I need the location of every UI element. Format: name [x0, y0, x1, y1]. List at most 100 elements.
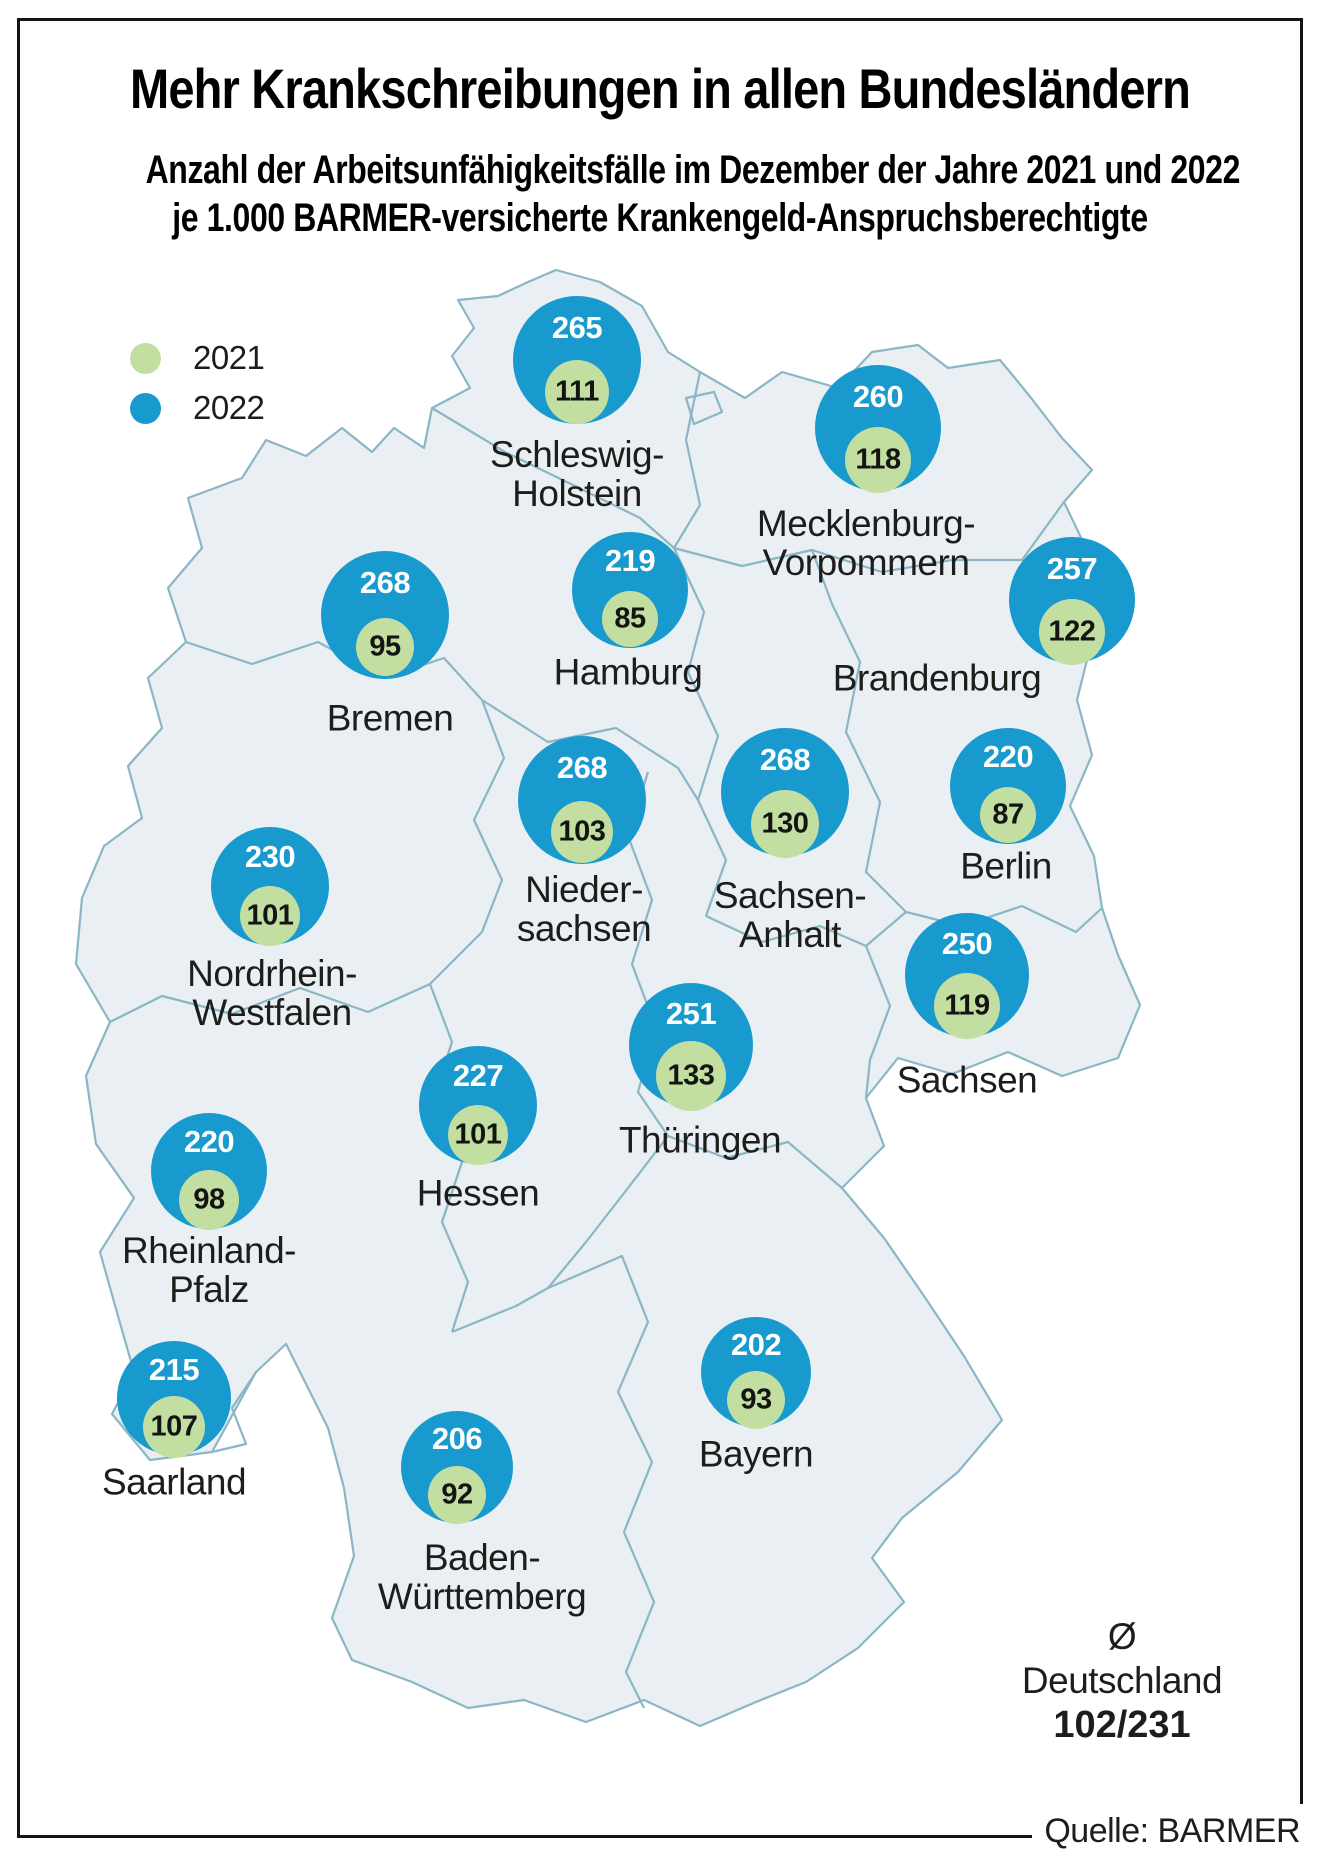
bubble-2021-sachsen-anhalt — [751, 790, 819, 858]
legend-dot-2021 — [130, 342, 161, 374]
bubble-2021-hessen — [448, 1105, 508, 1165]
label-mecklenburg-vorpommern: Mecklenburg- Vorpommern — [756, 503, 976, 583]
value-2021-saarland: 107 — [150, 1410, 198, 1443]
bubble-2021-mecklenburg-vorpommern — [845, 427, 911, 493]
legend-dot-2022 — [130, 392, 161, 424]
value-2022-berlin: 220 — [982, 739, 1034, 774]
label-line-sachsen-anhalt-0: Sachsen- — [713, 875, 867, 916]
label-line-sachsen-anhalt-1: Anhalt — [739, 914, 841, 955]
label-line-schleswig-holstein-1: Holstein — [512, 473, 642, 514]
label-bremen: Bremen — [327, 699, 454, 738]
frame-border-left — [17, 18, 20, 1838]
frame-border-bottom — [17, 1835, 1080, 1838]
label-saarland: Saarland — [101, 1461, 247, 1503]
value-2021-sachsen: 119 — [944, 989, 990, 1022]
label-line-niedersachsen-0: Nieder- — [525, 869, 643, 910]
label-nordrhein-westfalen: Nordrhein- Westfalen — [187, 954, 357, 1032]
label-line-rheinland-pfalz-1: Pfalz — [169, 1269, 249, 1310]
value-2022-baden-wuerttemberg: 206 — [431, 1421, 483, 1456]
page-subtitle: Anzahl der Arbeitsunfähigkeitsfälle im D… — [146, 146, 1241, 242]
label-niedersachsen: Nieder-sachsen — [516, 869, 652, 949]
label-line-baden-wuerttemberg-0: Baden- — [423, 1537, 541, 1578]
label-brandenburg: Brandenburg — [832, 657, 1042, 699]
bubble-2021-hamburg — [602, 591, 658, 647]
value-2021-nordrhein-westfalen: 101 — [246, 899, 294, 932]
legend-label-2021: 2021 — [193, 339, 265, 376]
value-2021-hessen: 101 — [454, 1118, 502, 1151]
value-2022-saarland: 215 — [148, 1352, 200, 1387]
subtitle-line-2: je 1.000 BARMER-versicherte Krankengeld-… — [172, 196, 1148, 240]
value-2021-bayern: 93 — [740, 1383, 772, 1416]
bubble-2021-sachsen — [934, 973, 1000, 1039]
label-line-hamburg-0: Hamburg — [553, 651, 703, 693]
value-2022-sachsen-anhalt: 268 — [759, 742, 811, 777]
state-border-st-th — [705, 911, 907, 948]
label-berlin: Berlin — [960, 847, 1052, 886]
label-schleswig-holstein: Schleswig- Holstein — [490, 435, 664, 513]
label-line-saarland-0: Saarland — [101, 1461, 247, 1503]
national-average-value: 102/231 — [1053, 1704, 1191, 1746]
value-2022-bremen: 268 — [359, 565, 411, 600]
bubble-2021-niedersachsen — [551, 801, 613, 863]
value-2022-hessen: 227 — [452, 1058, 504, 1093]
value-2022-brandenburg: 257 — [1046, 551, 1098, 586]
state-border-elbe — [431, 407, 675, 549]
value-2022-schleswig-holstein: 265 — [551, 310, 603, 345]
label-line-brandenburg-0: Brandenburg — [832, 657, 1042, 699]
label-rheinland-pfalz: Rheinland- Pfalz — [122, 1231, 296, 1309]
label-line-niedersachsen-1: sachsen — [516, 908, 652, 949]
bubble-2021-nordrhein-westfalen — [240, 886, 300, 946]
bubble-2021-bayern — [727, 1371, 785, 1429]
state-border-th-sn — [864, 945, 892, 1099]
value-2022-rheinland-pfalz: 220 — [183, 1124, 235, 1159]
value-2022-hamburg: 219 — [604, 543, 656, 578]
legend-item-2021: 2021 — [130, 339, 265, 376]
value-2021-sachsen-anhalt: 130 — [761, 807, 809, 840]
label-line-thueringen-0: Thüringen — [618, 1119, 782, 1161]
value-2022-nordrhein-westfalen: 230 — [244, 839, 296, 874]
value-2021-brandenburg: 122 — [1048, 615, 1096, 648]
label-line-mecklenburg-vorpommern-1: Vorpommern — [762, 542, 970, 583]
label-line-rheinland-pfalz-0: Rheinland- — [122, 1230, 296, 1271]
state-border-bw-by — [547, 1254, 656, 1709]
value-2021-mecklenburg-vorpommern: 118 — [855, 443, 901, 476]
label-line-schleswig-holstein-0: Schleswig- — [490, 434, 664, 475]
legend: 2021 2022 — [130, 339, 265, 441]
label-line-mecklenburg-vorpommern-0: Mecklenburg- — [756, 503, 976, 544]
label-baden-wuerttemberg: Baden- Württemberg — [377, 1537, 587, 1617]
state-border-bb-st — [810, 549, 907, 913]
bubble-2021-berlin — [980, 787, 1036, 843]
national-average-label: Ø Deutschland — [1021, 1616, 1223, 1701]
value-2021-berlin: 87 — [992, 798, 1024, 831]
national-average: Ø Deutschland 102/231 — [1021, 1615, 1223, 1747]
value-2022-niedersachsen: 268 — [556, 750, 608, 785]
source-credit: Quelle: BARMER — [1032, 1812, 1300, 1851]
frame-border-top — [17, 18, 1303, 21]
value-2022-mecklenburg-vorpommern: 260 — [852, 379, 904, 414]
value-2021-baden-wuerttemberg: 92 — [441, 1478, 473, 1511]
label-line-baden-wuerttemberg-1: Württemberg — [377, 1576, 587, 1617]
bubble-2021-baden-wuerttemberg — [428, 1466, 486, 1524]
label-line-bayern-0: Bayern — [698, 1433, 814, 1475]
legend-label-2022: 2022 — [193, 389, 265, 426]
state-border-ni-south — [481, 699, 699, 801]
state-border-nw-east — [472, 699, 506, 933]
value-2022-bayern: 202 — [730, 1327, 782, 1362]
state-border-ni-st — [673, 547, 728, 917]
bubble-2021-thueringen — [656, 1041, 726, 1111]
state-border-he-by — [451, 1135, 669, 1334]
label-line-hessen-0: Hessen — [416, 1172, 540, 1214]
label-line-bremen-0: Bremen — [326, 697, 454, 739]
state-border-rp-sl — [211, 1371, 257, 1454]
label-sachsen: Sachsen — [897, 1061, 1038, 1100]
bubble-2021-brandenburg — [1039, 599, 1105, 665]
value-2022-sachsen: 250 — [941, 926, 993, 961]
label-line-sachsen-0: Sachsen — [896, 1059, 1038, 1101]
label-bayern: Bayern — [698, 1433, 814, 1475]
label-line-nordrhein-westfalen-0: Nordrhein- — [187, 953, 357, 994]
value-2021-thueringen: 133 — [667, 1059, 715, 1092]
value-2021-bremen: 95 — [369, 630, 401, 663]
label-line-nordrhein-westfalen-1: Westfalen — [192, 992, 352, 1033]
bubble-2021-schleswig-holstein — [545, 360, 609, 424]
